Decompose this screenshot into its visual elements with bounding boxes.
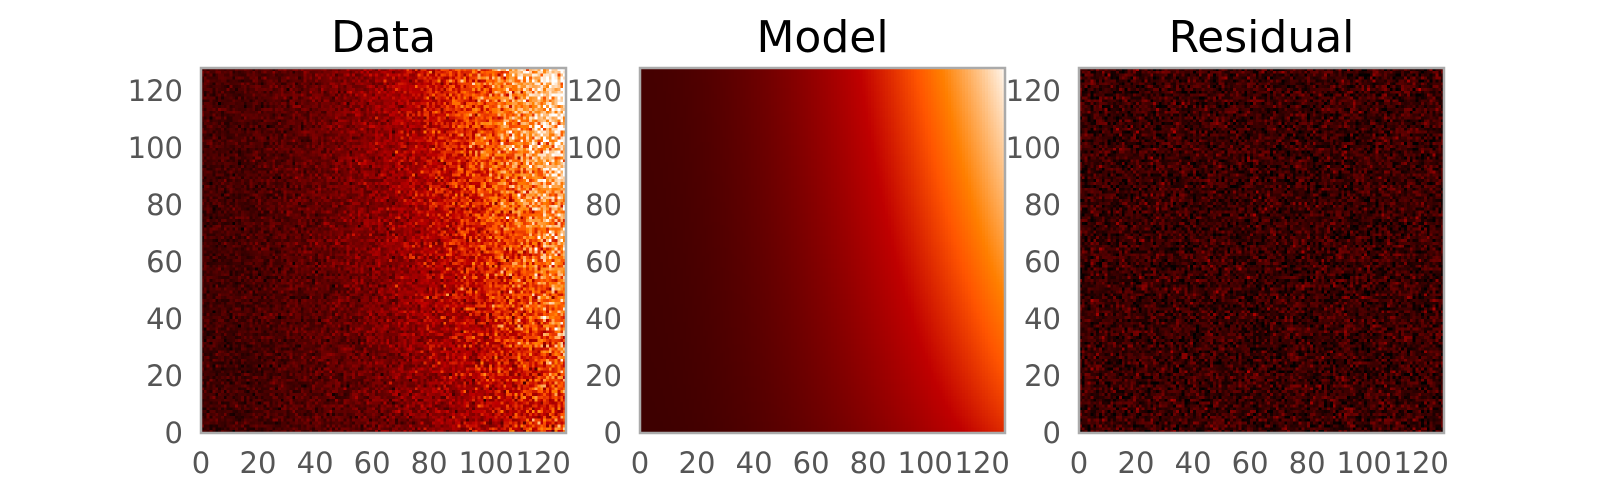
y-tick-label: 20 xyxy=(146,359,183,393)
x-tick-label: 0 xyxy=(192,446,210,480)
panel-title-residual: Residual xyxy=(1169,12,1355,63)
panel-data: Data 0 20 40 60 80 100 120 0 20 40 60 80… xyxy=(128,12,571,480)
x-tick-label: 100 xyxy=(1337,446,1392,480)
x-tick-label: 20 xyxy=(679,446,716,480)
axes-frame-model xyxy=(638,66,1007,435)
y-tick-label: 100 xyxy=(567,131,622,165)
y-tick-label: 40 xyxy=(585,302,622,336)
y-tick-label: 0 xyxy=(1043,416,1061,450)
axes-frame-residual xyxy=(1077,66,1446,435)
y-tick-label: 120 xyxy=(128,74,183,108)
heatmap-residual xyxy=(1079,68,1444,433)
y-tick-label: 40 xyxy=(146,302,183,336)
x-tick-label: 20 xyxy=(240,446,277,480)
axes-frame-data xyxy=(199,66,568,435)
y-tick-label: 60 xyxy=(585,245,622,279)
panel-residual: Residual 0 20 40 60 80 100 120 0 20 40 6… xyxy=(1006,12,1449,480)
x-tick-label: 100 xyxy=(898,446,953,480)
x-tick-label: 0 xyxy=(1070,446,1088,480)
y-tick-label: 0 xyxy=(604,416,622,450)
x-tick-label: 120 xyxy=(955,446,1010,480)
y-tick-label: 20 xyxy=(1024,359,1061,393)
y-tick-label: 120 xyxy=(567,74,622,108)
y-ticks-data: 0 20 40 60 80 100 120 xyxy=(128,74,183,450)
x-tick-label: 80 xyxy=(1289,446,1326,480)
x-tick-label: 100 xyxy=(459,446,514,480)
x-ticks-model: 0 20 40 60 80 100 120 xyxy=(631,446,1010,480)
x-tick-label: 40 xyxy=(1175,446,1212,480)
y-tick-label: 60 xyxy=(1024,245,1061,279)
y-tick-label: 80 xyxy=(146,188,183,222)
y-tick-label: 20 xyxy=(585,359,622,393)
x-tick-label: 120 xyxy=(516,446,571,480)
y-tick-label: 80 xyxy=(1024,188,1061,222)
y-tick-label: 40 xyxy=(1024,302,1061,336)
y-tick-label: 100 xyxy=(1006,131,1061,165)
x-tick-label: 0 xyxy=(631,446,649,480)
heatmap-data xyxy=(201,68,566,433)
x-ticks-residual: 0 20 40 60 80 100 120 xyxy=(1070,446,1449,480)
panel-title-model: Model xyxy=(756,12,888,63)
x-tick-label: 60 xyxy=(1232,446,1269,480)
y-tick-label: 0 xyxy=(165,416,183,450)
y-tick-label: 100 xyxy=(128,131,183,165)
y-ticks-model: 0 20 40 60 80 100 120 xyxy=(567,74,622,450)
x-tick-label: 80 xyxy=(411,446,448,480)
x-tick-label: 40 xyxy=(297,446,334,480)
y-tick-label: 120 xyxy=(1006,74,1061,108)
x-tick-label: 20 xyxy=(1118,446,1155,480)
y-ticks-residual: 0 20 40 60 80 100 120 xyxy=(1006,74,1061,450)
x-tick-label: 120 xyxy=(1394,446,1449,480)
panel-model: Model 0 20 40 60 80 100 120 0 20 40 60 8… xyxy=(567,12,1010,480)
x-tick-label: 60 xyxy=(354,446,391,480)
y-tick-label: 60 xyxy=(146,245,183,279)
y-tick-label: 80 xyxy=(585,188,622,222)
x-tick-label: 60 xyxy=(793,446,830,480)
x-tick-label: 80 xyxy=(850,446,887,480)
x-tick-label: 40 xyxy=(736,446,773,480)
heatmap-model xyxy=(640,68,1005,433)
x-ticks-data: 0 20 40 60 80 100 120 xyxy=(192,446,571,480)
panel-title-data: Data xyxy=(331,12,436,63)
